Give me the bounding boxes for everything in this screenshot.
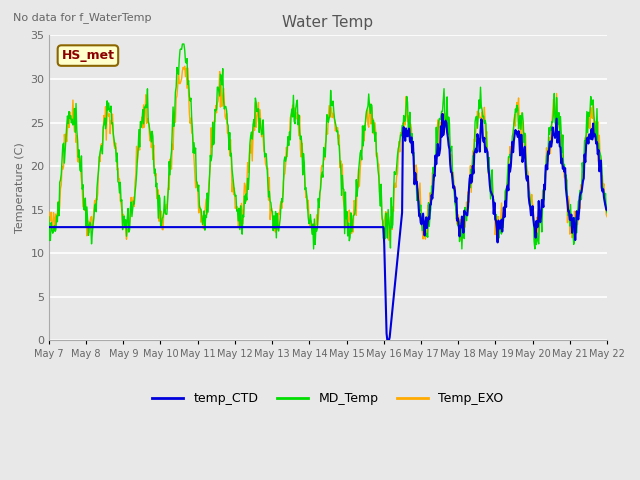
Legend: temp_CTD, MD_Temp, Temp_EXO: temp_CTD, MD_Temp, Temp_EXO bbox=[147, 387, 509, 410]
Text: No data for f_WaterTemp: No data for f_WaterTemp bbox=[13, 12, 151, 23]
Title: Water Temp: Water Temp bbox=[282, 15, 374, 30]
Y-axis label: Temperature (C): Temperature (C) bbox=[15, 143, 25, 233]
Text: HS_met: HS_met bbox=[61, 49, 115, 62]
